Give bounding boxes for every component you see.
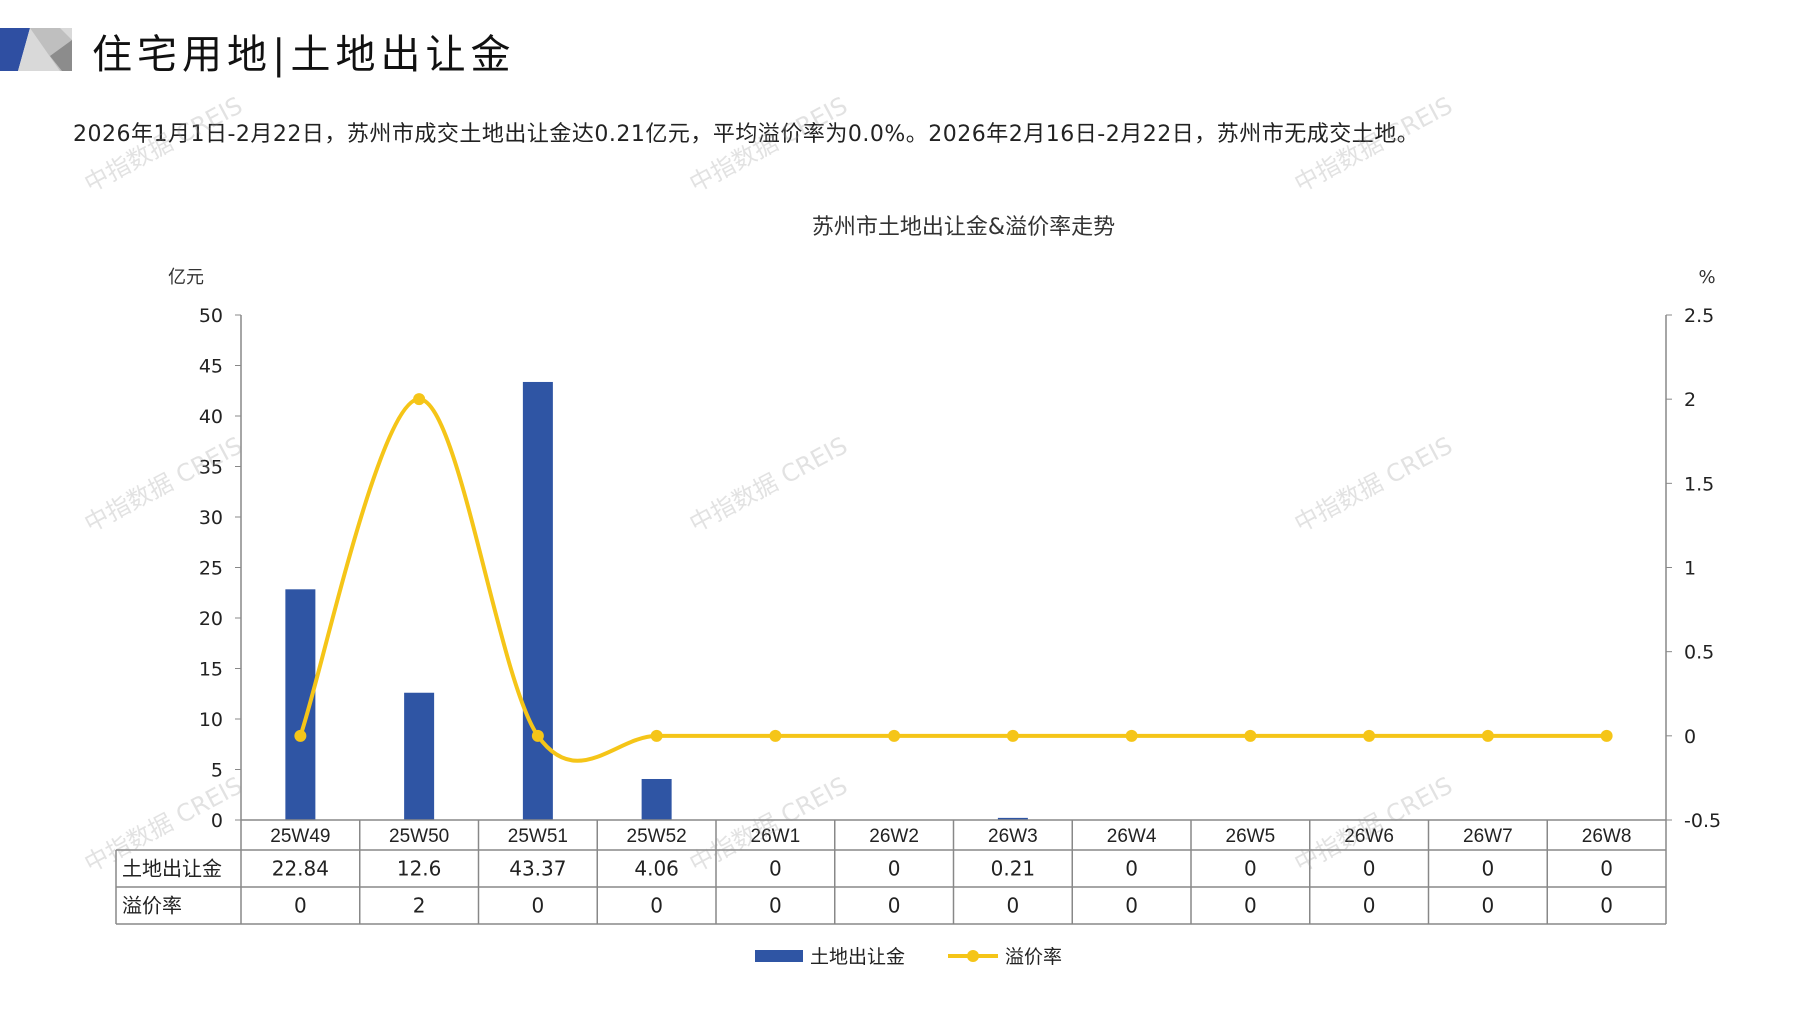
page-subtitle: 2026年1月1日-2月22日，苏州市成交土地出让金达0.21亿元，平均溢价率为… (73, 122, 1420, 147)
table-cell: 43.37 (509, 857, 566, 881)
y-right-tick-label: 1 (1684, 558, 1696, 580)
table-cell: 0 (1125, 857, 1138, 881)
x-tick-label: 25W50 (389, 826, 449, 847)
table-cell: 0 (1007, 894, 1020, 918)
y-right-tick-label: 2.5 (1684, 305, 1714, 327)
x-tick-label: 25W52 (627, 826, 687, 847)
premium-rate-point-26W4 (1125, 729, 1138, 742)
x-tick-label: 25W49 (270, 826, 330, 847)
x-tick-label: 26W5 (1226, 826, 1276, 847)
legend-bar-label: 土地出让金 (810, 946, 905, 968)
y-right-tick-label: 0.5 (1684, 642, 1714, 664)
x-tick-label: 26W7 (1463, 826, 1513, 847)
x-tick-label: 26W6 (1344, 826, 1394, 847)
x-tick-label: 26W3 (988, 826, 1038, 847)
y-left-tick-label: 20 (199, 608, 223, 630)
table-cell: 2 (413, 894, 426, 918)
table-cell: 0 (294, 894, 307, 918)
table-cell: 0 (888, 857, 901, 881)
y-left-tick-label: 35 (199, 457, 223, 479)
table-cell: 0 (769, 894, 782, 918)
y-right-tick-label: 0 (1684, 726, 1696, 748)
table-cell: 0 (1363, 894, 1376, 918)
table-cell: 0 (1482, 894, 1495, 918)
premium-rate-point-26W8 (1600, 729, 1613, 742)
premium-rate-point-26W1 (769, 729, 782, 742)
x-tick-label: 26W4 (1107, 826, 1157, 847)
y-left-tick-label: 40 (199, 406, 223, 428)
premium-rate-point-26W7 (1481, 729, 1494, 742)
premium-rate-point-26W2 (888, 729, 901, 742)
table-cell: 22.84 (272, 857, 329, 881)
y-left-tick-label: 25 (199, 558, 223, 580)
premium-rate-point-25W49 (294, 729, 307, 742)
table-cell: 0 (1244, 857, 1257, 881)
premium-rate-point-26W6 (1363, 729, 1376, 742)
brand-logo (0, 28, 72, 71)
bar-25W52 (641, 778, 672, 820)
y-left-tick-label: 0 (211, 810, 223, 832)
table-cell: 0 (1482, 857, 1495, 881)
premium-rate-point-25W51 (531, 729, 544, 742)
premium-rate-line (298, 397, 1607, 763)
y-right-tick-label: 1.5 (1684, 473, 1714, 495)
bar-25W51 (522, 381, 553, 820)
table-cell: 12.6 (397, 857, 442, 881)
table-row-label: 溢价率 (122, 894, 182, 918)
premium-rate-point-25W50 (413, 393, 426, 406)
chart-title: 苏州市土地出让金&溢价率走势 (812, 215, 1115, 240)
y-left-tick-label: 5 (211, 760, 223, 782)
table-cell: 0 (1244, 894, 1257, 918)
x-tick-label: 26W1 (751, 826, 801, 847)
table-cell: 4.06 (634, 857, 679, 881)
table-cell: 0 (650, 894, 663, 918)
table-cell: 0 (769, 857, 782, 881)
y-left-tick-label: 15 (199, 659, 223, 681)
y-left-tick-label: 50 (199, 305, 223, 327)
bar-25W50 (404, 692, 435, 820)
x-tick-label: 25W51 (508, 826, 568, 847)
y-right-tick-label: -0.5 (1684, 810, 1721, 832)
table-cell: 0 (1125, 894, 1138, 918)
y-left-tick-label: 45 (199, 356, 223, 378)
page-title: 住宅用地|土地出让金 (92, 32, 516, 78)
legend-bar-swatch (755, 950, 803, 962)
premium-rate-point-25W52 (650, 729, 663, 742)
y-right-unit: % (1698, 267, 1715, 288)
table-row-label: 土地出让金 (122, 857, 222, 881)
y-left-tick-label: 10 (199, 709, 223, 731)
y-right-tick-label: 2 (1684, 389, 1696, 411)
y-left-tick-label: 30 (199, 507, 223, 529)
table-cell: 0 (888, 894, 901, 918)
y-left-unit: 亿元 (168, 267, 204, 288)
x-tick-label: 26W8 (1582, 826, 1632, 847)
x-tick-label: 26W2 (869, 826, 919, 847)
table-cell: 0 (1600, 894, 1613, 918)
legend-line-label: 溢价率 (1005, 946, 1062, 968)
table-cell: 0 (1363, 857, 1376, 881)
bar-26W3 (997, 817, 1028, 820)
legend-line-marker (967, 950, 979, 962)
premium-rate-point-26W5 (1244, 729, 1257, 742)
premium-rate-point-26W3 (1006, 729, 1019, 742)
table-cell: 0 (1600, 857, 1613, 881)
table-cell: 0.21 (991, 857, 1036, 881)
table-cell: 0 (532, 894, 545, 918)
